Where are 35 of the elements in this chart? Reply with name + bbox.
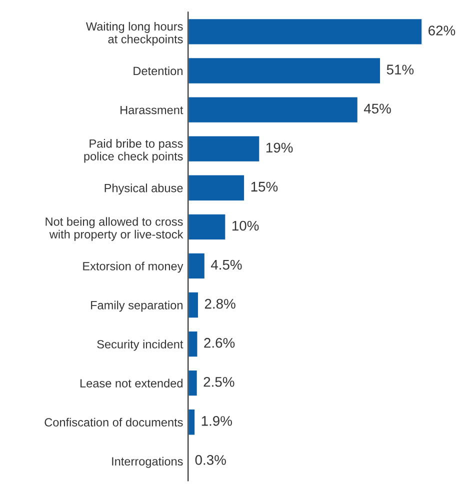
y-tick-label: Extorsion of money [83,262,184,273]
y-tick-label: Paid bribe to pass police check points [84,139,183,163]
data-label: 15% [251,182,278,192]
data-label: 4.5% [210,260,242,270]
bar [188,291,200,319]
bar [188,134,261,163]
data-label: 62% [428,26,456,36]
y-tick-label: Security incident [97,340,184,351]
data-label: 51% [386,64,414,74]
bar [188,369,198,398]
y-tick-label: Harassment [120,106,184,114]
bar [188,174,246,202]
data-label: 2.8% [204,298,236,309]
data-label: 0.3% [195,455,226,465]
data-label: 45% [364,104,391,114]
y-tick-label: Physical abuse [104,184,183,195]
bar [188,96,359,124]
bar [188,252,206,280]
y-tick-label: Not being allowed to cross with property or live-stock [46,217,184,241]
y-tick-label: Interrogations [112,456,183,468]
bar [188,330,199,358]
y-tick-label: Lease not extended [80,378,182,388]
data-label: 1.9% [202,416,232,426]
y-tick-label: Family separation [91,300,182,312]
bar [188,18,422,46]
bar [188,56,382,85]
bar [188,408,196,436]
y-tick-label: Confiscation of documents [44,418,183,427]
data-label: 10% [232,220,259,231]
bar [188,212,227,241]
y-tick-label: Detention [134,66,182,76]
y-tick-label: Waiting long hours at checkpoints [86,22,183,46]
data-label: 2.5% [204,376,234,387]
data-label: 19% [266,142,293,153]
data-label: 2.6% [204,338,235,348]
